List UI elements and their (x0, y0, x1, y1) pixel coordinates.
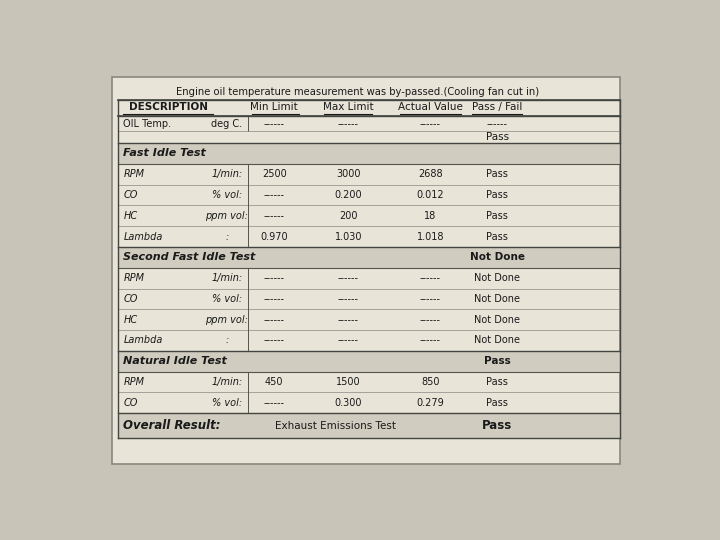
Text: ------: ------ (420, 119, 441, 129)
Text: ------: ------ (338, 315, 359, 325)
Text: 1/min:: 1/min: (211, 273, 242, 283)
Text: HC: HC (124, 315, 138, 325)
Text: :: : (225, 335, 228, 346)
Text: 850: 850 (421, 377, 440, 387)
Text: 1/min:: 1/min: (211, 169, 242, 179)
Text: 0.279: 0.279 (416, 398, 444, 408)
Text: Min Limit: Min Limit (251, 102, 298, 112)
Text: ------: ------ (264, 315, 284, 325)
Text: ppm vol:: ppm vol: (205, 315, 248, 325)
Text: ------: ------ (338, 273, 359, 283)
Text: Max Limit: Max Limit (323, 102, 374, 112)
Text: CO: CO (124, 398, 138, 408)
Text: Not Done: Not Done (474, 335, 521, 346)
Text: 2500: 2500 (262, 169, 287, 179)
Text: RPM: RPM (124, 377, 145, 387)
Text: ------: ------ (264, 273, 284, 283)
Text: % vol:: % vol: (212, 294, 242, 304)
Text: OIL Temp.: OIL Temp. (124, 119, 171, 129)
Text: ------: ------ (420, 273, 441, 283)
FancyBboxPatch shape (112, 77, 620, 464)
Text: Not Done: Not Done (470, 252, 525, 262)
Text: Lambda: Lambda (124, 335, 163, 346)
Text: 450: 450 (265, 377, 284, 387)
Text: % vol:: % vol: (212, 190, 242, 200)
Text: Actual Value: Actual Value (398, 102, 463, 112)
Text: ------: ------ (264, 398, 284, 408)
Text: ------: ------ (264, 119, 284, 129)
Text: ------: ------ (338, 335, 359, 346)
Text: ------: ------ (264, 211, 284, 221)
Text: ------: ------ (338, 119, 359, 129)
Text: Pass: Pass (487, 232, 508, 241)
Text: Not Done: Not Done (474, 294, 521, 304)
Text: RPM: RPM (124, 273, 145, 283)
Text: 1.018: 1.018 (417, 232, 444, 241)
Text: Pass / Fail: Pass / Fail (472, 102, 523, 112)
Text: Fast Idle Test: Fast Idle Test (124, 148, 207, 158)
Text: 18: 18 (424, 211, 436, 221)
Text: 0.300: 0.300 (335, 398, 362, 408)
Text: CO: CO (124, 190, 138, 200)
Text: Overall Result:: Overall Result: (124, 419, 221, 432)
Text: ------: ------ (338, 294, 359, 304)
Text: % vol:: % vol: (212, 398, 242, 408)
Text: Pass: Pass (486, 132, 509, 142)
Text: RPM: RPM (124, 169, 145, 179)
Text: 2688: 2688 (418, 169, 443, 179)
Text: deg C.: deg C. (211, 119, 242, 129)
Text: :: : (225, 232, 228, 241)
Text: 0.970: 0.970 (261, 232, 288, 241)
Text: Pass: Pass (487, 190, 508, 200)
Text: CO: CO (124, 294, 138, 304)
Text: HC: HC (124, 211, 138, 221)
Text: 1500: 1500 (336, 377, 361, 387)
FancyBboxPatch shape (118, 143, 620, 164)
Text: 200: 200 (339, 211, 358, 221)
Text: DESCRIPTION: DESCRIPTION (129, 102, 207, 112)
Text: ------: ------ (420, 315, 441, 325)
Text: Engine oil temperature measurement was by-passed.(Cooling fan cut in): Engine oil temperature measurement was b… (176, 87, 539, 97)
Text: ------: ------ (420, 294, 441, 304)
Text: Not Done: Not Done (474, 273, 521, 283)
Text: Exhaust Emissions Test: Exhaust Emissions Test (275, 421, 396, 431)
Text: Pass: Pass (484, 356, 510, 366)
Text: 0.200: 0.200 (335, 190, 362, 200)
Text: 0.012: 0.012 (417, 190, 444, 200)
Text: Pass: Pass (482, 419, 513, 432)
FancyBboxPatch shape (118, 413, 620, 438)
Text: Pass: Pass (487, 377, 508, 387)
Text: ------: ------ (264, 335, 284, 346)
FancyBboxPatch shape (118, 351, 620, 372)
Text: ------: ------ (264, 190, 284, 200)
Text: 1.030: 1.030 (335, 232, 362, 241)
Text: Pass: Pass (487, 211, 508, 221)
Text: ------: ------ (420, 335, 441, 346)
Text: Pass: Pass (487, 169, 508, 179)
Text: 1/min:: 1/min: (211, 377, 242, 387)
Text: Pass: Pass (487, 398, 508, 408)
Text: ------: ------ (264, 294, 284, 304)
FancyBboxPatch shape (118, 247, 620, 268)
Text: Lambda: Lambda (124, 232, 163, 241)
Text: 3000: 3000 (336, 169, 361, 179)
Text: Natural Idle Test: Natural Idle Test (124, 356, 228, 366)
Text: Not Done: Not Done (474, 315, 521, 325)
Text: Second Fast Idle Test: Second Fast Idle Test (124, 252, 256, 262)
Text: ppm vol:: ppm vol: (205, 211, 248, 221)
Text: ------: ------ (487, 119, 508, 129)
